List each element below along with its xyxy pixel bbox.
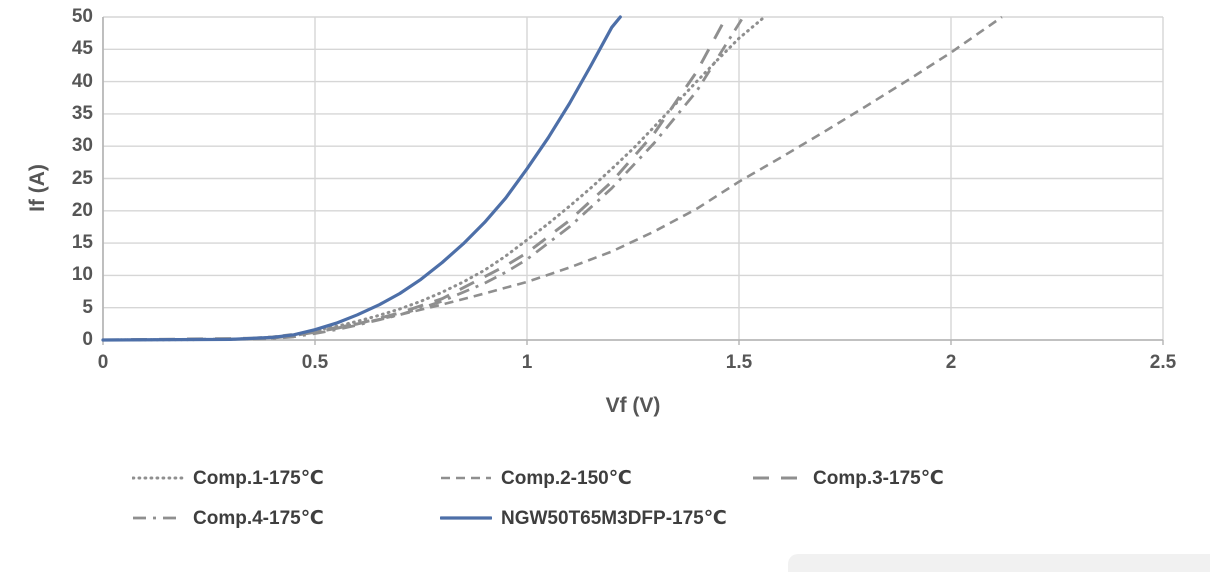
legend-label: Comp.4-175℃ xyxy=(193,507,324,529)
x-tick-label: 1 xyxy=(521,352,533,373)
legend-line-sample xyxy=(132,476,184,480)
x-tick-label: 0.5 xyxy=(301,352,329,373)
legend-item-3: Comp.3-175℃ xyxy=(752,466,944,490)
y-axis-title: If (A) xyxy=(26,164,49,212)
y-tick-label: 15 xyxy=(71,232,93,254)
legend-item-4: Comp.4-175℃ xyxy=(132,506,324,530)
legend-item-5: NGW50T65M3DFP-175℃ xyxy=(440,506,727,530)
y-tick-label: 10 xyxy=(71,264,93,286)
legend-line-sample xyxy=(753,476,803,480)
legend-item-1: Comp.1-175℃ xyxy=(132,466,324,490)
y-tick-label: 20 xyxy=(71,199,93,221)
series-curve-4 xyxy=(102,16,745,342)
y-tick-label: 40 xyxy=(71,70,93,92)
y-tick-label: 0 xyxy=(82,329,93,350)
x-tick-label: 2 xyxy=(945,352,957,373)
legend-label: Comp.1-175℃ xyxy=(193,467,324,489)
y-tick-label: 50 xyxy=(71,6,93,27)
legend-label: Comp.3-175℃ xyxy=(813,467,944,489)
y-tick-label: 25 xyxy=(71,167,93,189)
x-tick-label: 0 xyxy=(97,352,109,373)
y-tick-label: 5 xyxy=(82,296,93,318)
x-tick-label: 2.5 xyxy=(1149,352,1177,373)
legend-line-sample xyxy=(441,476,491,480)
legend-label: NGW50T65M3DFP-175℃ xyxy=(501,507,727,529)
legend-label: Comp.2-150℃ xyxy=(501,467,632,489)
background-artifact xyxy=(788,554,1210,572)
legend-line-sample xyxy=(133,516,183,520)
x-axis-title: Vf (V) xyxy=(605,394,661,417)
legend-line-sample xyxy=(440,516,492,520)
x-tick-label: 1.5 xyxy=(725,352,753,373)
y-tick-label: 30 xyxy=(71,135,93,157)
legend-item-2: Comp.2-150℃ xyxy=(440,466,632,490)
series-curve-5 xyxy=(101,15,622,342)
y-tick-label: 35 xyxy=(71,102,93,124)
y-tick-label: 45 xyxy=(71,38,93,60)
